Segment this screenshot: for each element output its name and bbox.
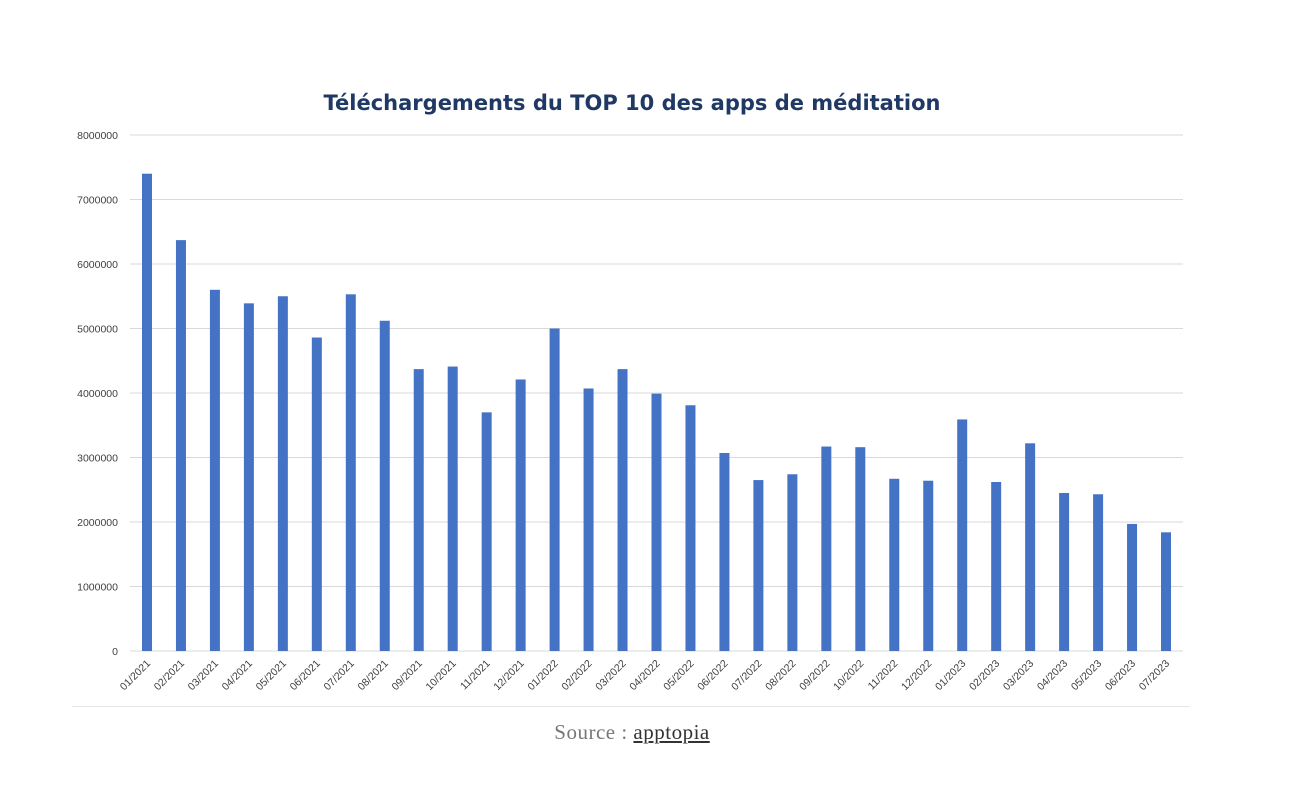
bar-08-2021 bbox=[379, 320, 390, 651]
bar-05-2022 bbox=[685, 405, 696, 651]
x-tick-label: 09/2021 bbox=[390, 658, 425, 693]
x-tick-label: 07/2021 bbox=[322, 658, 357, 693]
x-tick-label: 03/2023 bbox=[1001, 658, 1036, 693]
y-tick-label: 5000000 bbox=[77, 324, 118, 336]
y-tick-label: 2000000 bbox=[77, 517, 118, 529]
x-tick-label: 02/2021 bbox=[152, 658, 187, 693]
x-tick-label: 09/2022 bbox=[797, 658, 832, 693]
bar-06-2023 bbox=[1127, 523, 1138, 651]
bar-08-2022 bbox=[787, 474, 798, 651]
x-tick-label: 08/2022 bbox=[763, 658, 798, 693]
bar-07-2021 bbox=[345, 294, 356, 651]
x-tick-label: 08/2021 bbox=[356, 658, 391, 693]
bar-07-2022 bbox=[753, 480, 764, 651]
bar-06-2022 bbox=[719, 452, 730, 651]
x-tick-label: 01/2021 bbox=[118, 658, 153, 693]
bar-01-2023 bbox=[957, 419, 968, 651]
bar-05-2021 bbox=[277, 296, 288, 651]
bar-02-2021 bbox=[175, 240, 186, 651]
y-tick-label: 8000000 bbox=[77, 130, 118, 142]
bar-09-2022 bbox=[821, 446, 832, 651]
bar-11-2022 bbox=[889, 478, 900, 651]
x-tick-label: 01/2023 bbox=[933, 658, 968, 693]
bar-chart: Téléchargements du TOP 10 des apps de mé… bbox=[77, 91, 1183, 693]
bar-04-2021 bbox=[243, 303, 254, 651]
x-tick-label: 06/2021 bbox=[288, 658, 323, 693]
x-tick-label: 07/2023 bbox=[1137, 658, 1172, 693]
x-tick-label: 04/2022 bbox=[627, 658, 662, 693]
y-tick-label: 1000000 bbox=[77, 582, 118, 594]
x-tick-label: 05/2023 bbox=[1069, 658, 1104, 693]
x-tick-label: 01/2022 bbox=[525, 658, 560, 693]
bar-09-2021 bbox=[413, 369, 424, 651]
y-tick-label: 7000000 bbox=[77, 195, 118, 207]
x-tick-label: 05/2021 bbox=[254, 658, 289, 693]
source-caption: Source : apptopia bbox=[0, 720, 1264, 745]
x-tick-label: 02/2023 bbox=[967, 658, 1002, 693]
bar-04-2022 bbox=[651, 393, 662, 651]
x-tick-label: 03/2021 bbox=[186, 658, 221, 693]
bar-02-2023 bbox=[991, 482, 1002, 651]
x-tick-label: 03/2022 bbox=[593, 658, 628, 693]
bar-01-2022 bbox=[549, 328, 560, 651]
x-tick-label: 11/2022 bbox=[866, 658, 901, 693]
bar-03-2022 bbox=[617, 369, 628, 651]
bar-12-2021 bbox=[515, 379, 526, 651]
x-tick-label: 10/2021 bbox=[423, 658, 458, 693]
bar-12-2022 bbox=[923, 480, 934, 651]
bar-10-2021 bbox=[447, 366, 458, 651]
y-tick-label: 3000000 bbox=[77, 453, 118, 465]
bar-04-2023 bbox=[1059, 492, 1070, 651]
bar-01-2021 bbox=[141, 173, 152, 651]
x-tick-label: 12/2022 bbox=[899, 658, 934, 693]
y-tick-label: 0 bbox=[112, 646, 118, 658]
x-tick-label: 07/2022 bbox=[729, 658, 764, 693]
bar-03-2021 bbox=[209, 289, 220, 651]
x-tick-label: 12/2021 bbox=[491, 658, 526, 693]
source-link[interactable]: apptopia bbox=[633, 720, 710, 744]
bar-05-2023 bbox=[1093, 494, 1104, 651]
bar-07-2023 bbox=[1161, 532, 1172, 651]
x-tick-label: 11/2021 bbox=[458, 658, 493, 693]
x-tick-label: 06/2023 bbox=[1103, 658, 1138, 693]
bar-11-2021 bbox=[481, 412, 492, 651]
x-tick-label: 04/2023 bbox=[1035, 658, 1070, 693]
y-tick-label: 6000000 bbox=[77, 259, 118, 271]
bar-02-2022 bbox=[583, 388, 594, 651]
x-tick-label: 06/2022 bbox=[695, 658, 730, 693]
bar-10-2022 bbox=[855, 447, 866, 651]
x-tick-label: 05/2022 bbox=[661, 658, 696, 693]
x-tick-label: 04/2021 bbox=[220, 658, 255, 693]
divider bbox=[72, 706, 1190, 707]
bar-06-2021 bbox=[311, 337, 322, 651]
source-label: Source : bbox=[554, 720, 634, 744]
x-tick-label: 02/2022 bbox=[559, 658, 594, 693]
x-tick-label: 10/2022 bbox=[831, 658, 866, 693]
bar-03-2023 bbox=[1025, 443, 1036, 651]
y-tick-label: 4000000 bbox=[77, 388, 118, 400]
chart-title: Téléchargements du TOP 10 des apps de mé… bbox=[324, 91, 941, 115]
